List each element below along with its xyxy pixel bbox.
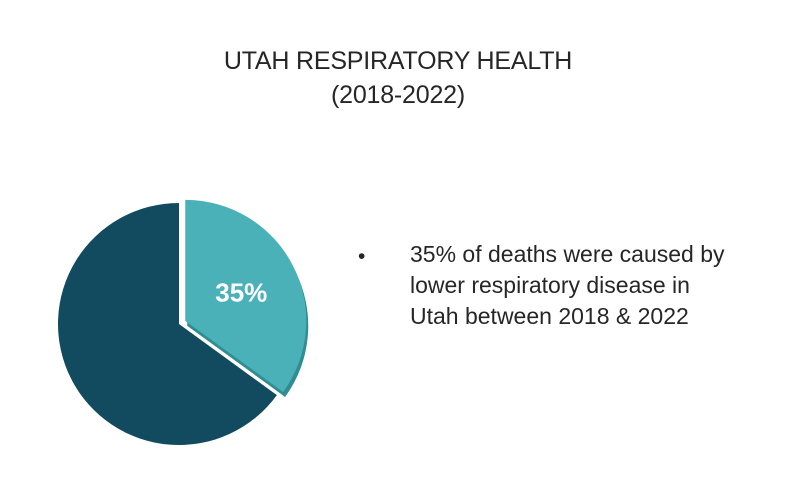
bullet-marker: • <box>358 245 366 268</box>
chart-title-line2: (2018-2022) <box>330 81 465 109</box>
bullet-text: 35% of deaths were caused by lower respi… <box>410 241 725 329</box>
pie-slice-1 <box>57 203 277 445</box>
pie-slice-0-shape <box>185 199 307 392</box>
chart-title-line1: UTAH RESPIRATORY HEALTH <box>223 47 573 75</box>
chart-title: UTAH RESPIRATORY HEALTH (2018-2022) <box>0 44 796 112</box>
pie-slice-0: 35% <box>185 199 309 397</box>
pie-slice-1-shape <box>57 203 277 445</box>
pie-slice-0-label: 35% <box>215 277 267 307</box>
